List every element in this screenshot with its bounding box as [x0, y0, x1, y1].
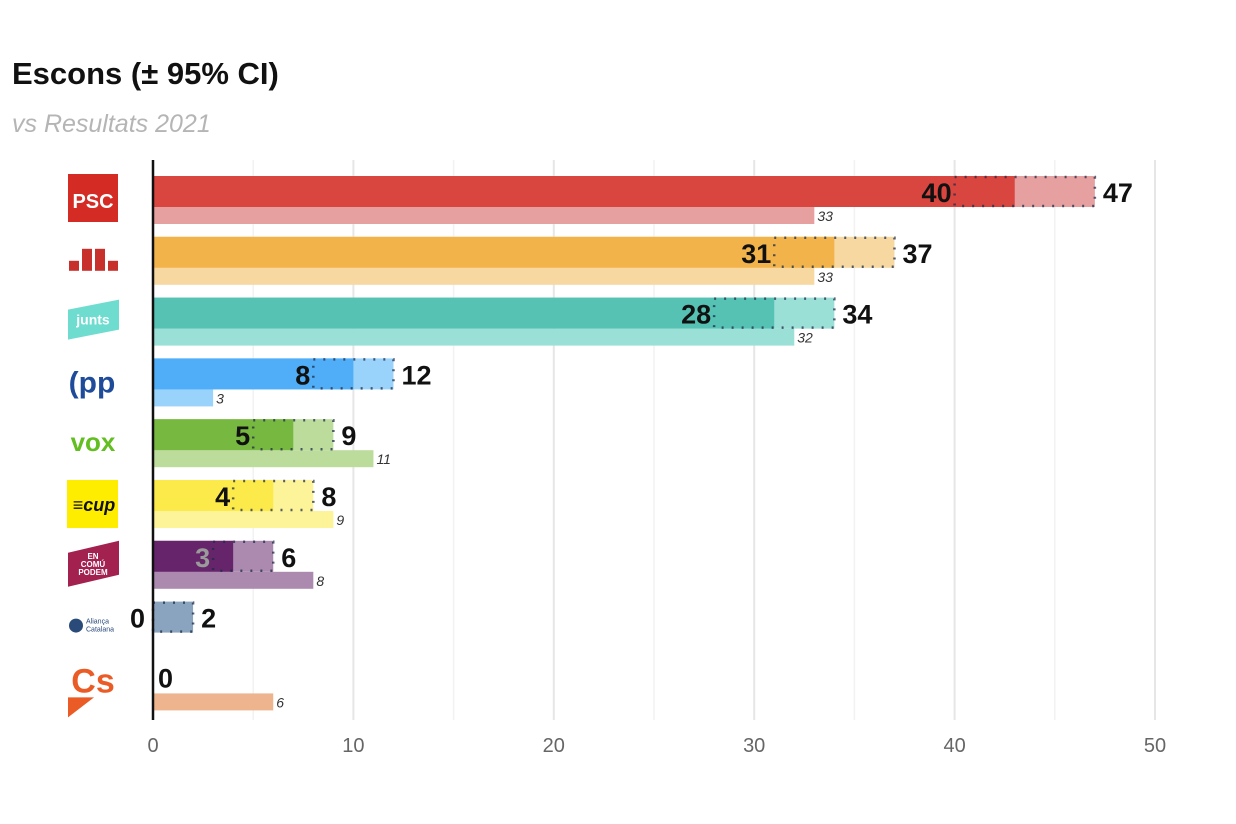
ci-high-label: 8	[321, 482, 336, 512]
ci-high-label: 34	[842, 300, 872, 330]
x-tick-label: 30	[743, 735, 765, 757]
bar-2021	[153, 267, 815, 285]
ci-high-label: 9	[341, 421, 356, 451]
comuns-logo-text: EN COMÚ PODEM	[78, 552, 108, 577]
x-tick-label: 0	[147, 735, 158, 757]
ci-low-label: 8	[295, 360, 310, 390]
ci-range-box	[231, 479, 315, 512]
erc-logo	[69, 260, 79, 271]
label-2021: 33	[817, 208, 833, 224]
chart-title: Escons (± 95% CI)	[12, 56, 279, 91]
junts-logo	[68, 299, 119, 340]
ci-range-box	[712, 297, 836, 329]
ci-low-label: 28	[681, 300, 711, 330]
estimate-bar	[153, 176, 1015, 207]
erc-logo	[82, 248, 92, 271]
label-2021: 8	[316, 573, 324, 589]
vox-logo-text: vox	[71, 427, 116, 457]
ci-low-label: 31	[741, 239, 771, 269]
label-2021: 3	[216, 390, 224, 406]
cs-logo-text: Cs	[71, 662, 114, 700]
label-2021: 9	[336, 512, 344, 528]
bar-2021	[153, 450, 374, 468]
x-tick-label: 50	[1144, 735, 1166, 757]
bar-2021	[153, 571, 314, 589]
pp-logo-text: (pp	[69, 366, 116, 399]
ci-range-box	[211, 540, 275, 573]
erc-logo	[95, 248, 105, 271]
psc-logo	[68, 174, 118, 222]
ci-low-label: 0	[130, 604, 145, 634]
estimate-bar	[153, 297, 775, 329]
alianca-logo-text: Aliança Catalana	[86, 619, 114, 634]
bar-2021	[153, 207, 815, 224]
ci-range-box	[953, 175, 1097, 208]
x-tick-label: 40	[943, 735, 965, 757]
label-2021: 33	[817, 269, 833, 285]
x-tick-label: 20	[543, 735, 565, 757]
ci-label: 0	[158, 663, 173, 693]
ci-low-label: 3	[195, 543, 210, 573]
bar-2021	[153, 389, 214, 407]
bar-2021	[153, 511, 334, 528]
chart-subtitle: vs Resultats 2021	[12, 110, 211, 138]
ci-low-label: 4	[215, 482, 230, 512]
label-2021: 6	[276, 694, 284, 710]
ci-low-label: 5	[235, 421, 250, 451]
cup-logo	[67, 480, 118, 528]
erc-logo	[108, 260, 118, 271]
estimate-bar	[153, 236, 835, 268]
ci-high-label: 6	[281, 543, 296, 573]
label-2021: 11	[376, 451, 391, 467]
estimate-bar	[153, 480, 274, 511]
alianca-logo	[69, 618, 83, 633]
estimate-bar	[153, 540, 234, 572]
ci-high-label: 12	[401, 360, 431, 390]
comuns-logo	[68, 540, 119, 587]
cup-logo-text: ≡cup	[73, 495, 116, 515]
ci-range-box	[251, 418, 335, 451]
ci-range-box	[151, 601, 195, 633]
ci-high-label: 2	[201, 604, 216, 634]
x-tick-label: 10	[342, 735, 364, 757]
ci-low-label: 40	[922, 178, 952, 208]
ci-bar	[153, 601, 194, 633]
label-2021: 32	[797, 330, 813, 346]
ci-high-label: 37	[902, 239, 932, 269]
estimate-bar	[153, 358, 354, 390]
ci-range-box	[772, 236, 896, 269]
psc-logo-text: PSC	[72, 191, 113, 213]
bar-2021	[153, 693, 274, 711]
ci-high-label: 47	[1103, 178, 1133, 208]
estimate-bar	[153, 419, 294, 451]
cs-logo-arrow	[68, 697, 94, 718]
junts-logo-text: junts	[75, 312, 110, 328]
ci-range-box	[312, 358, 395, 390]
bar-2021	[153, 328, 795, 346]
